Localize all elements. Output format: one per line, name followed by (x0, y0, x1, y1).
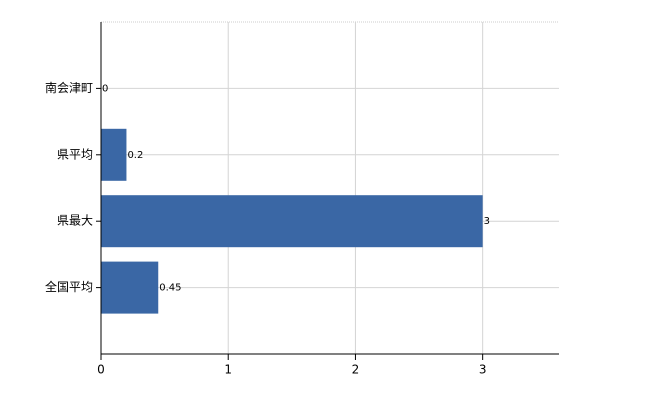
bar (101, 195, 483, 248)
bar (101, 261, 159, 314)
value-label: 0.2 (127, 150, 143, 161)
y-tick-label: 全国平均 (45, 279, 93, 294)
value-label: 0.45 (159, 283, 181, 294)
x-tick-label: 0 (97, 363, 105, 377)
x-tick-label: 1 (224, 363, 232, 377)
value-label: 3 (484, 216, 490, 227)
y-tick-label: 南会津町 (45, 80, 93, 95)
bar (101, 128, 127, 181)
value-label: 0 (102, 83, 108, 94)
y-tick-label: 県平均 (57, 147, 93, 161)
y-tick-label: 県最大 (57, 214, 93, 228)
x-tick-label: 3 (479, 363, 487, 377)
x-tick-label: 2 (352, 363, 360, 377)
